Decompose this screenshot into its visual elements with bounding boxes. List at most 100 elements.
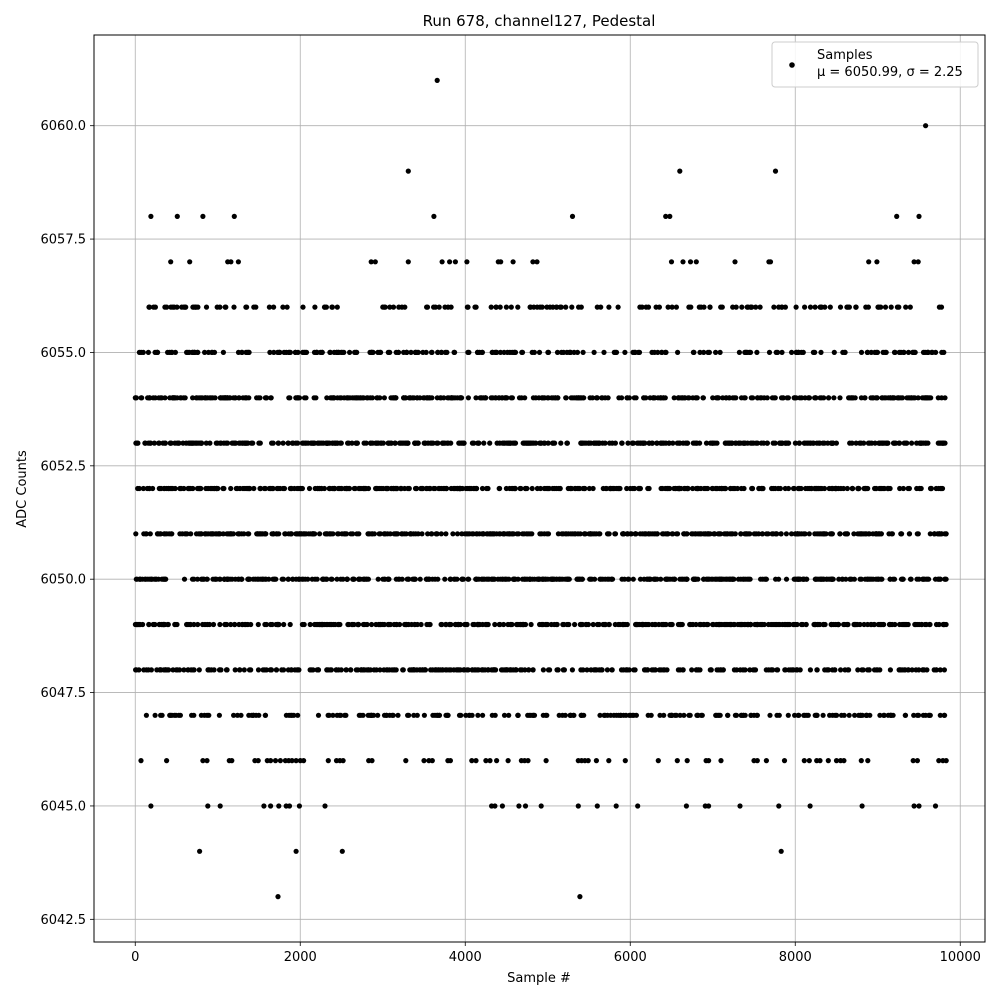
data-point — [412, 621, 418, 628]
data-point — [651, 349, 658, 355]
data-point — [933, 485, 939, 492]
data-point — [617, 485, 623, 492]
data-point — [613, 712, 620, 718]
data-point — [335, 531, 341, 537]
data-point — [405, 485, 411, 492]
data-point — [428, 349, 435, 355]
data-point — [362, 485, 368, 492]
data-point — [857, 621, 863, 628]
data-point — [643, 531, 649, 537]
data-point — [529, 349, 535, 355]
data-point — [899, 531, 905, 537]
data-point — [732, 259, 738, 265]
data-point — [904, 621, 910, 628]
data-point — [311, 531, 317, 537]
data-point — [294, 485, 300, 492]
data-point — [865, 304, 872, 310]
data-point — [543, 758, 549, 764]
data-point — [733, 712, 740, 718]
data-point — [620, 531, 626, 537]
data-point — [906, 531, 913, 537]
data-point — [783, 576, 790, 582]
data-point — [719, 304, 725, 310]
data-point — [333, 667, 339, 673]
data-point — [288, 531, 294, 537]
data-point — [645, 304, 652, 310]
data-point — [801, 712, 807, 718]
data-point — [198, 576, 204, 582]
data-point — [631, 395, 637, 401]
data-point — [528, 304, 534, 310]
data-point — [564, 440, 570, 446]
data-point — [391, 395, 397, 401]
data-point — [288, 712, 294, 718]
data-point — [572, 621, 578, 628]
data-point — [417, 576, 423, 582]
data-point — [590, 531, 596, 537]
data-point — [174, 440, 180, 446]
data-point — [387, 304, 393, 310]
data-point — [745, 621, 752, 628]
data-point — [392, 485, 398, 492]
data-point — [664, 531, 670, 537]
data-point — [529, 576, 535, 582]
data-point — [764, 440, 770, 446]
data-point — [483, 621, 489, 628]
data-point — [657, 395, 664, 401]
data-point — [295, 349, 301, 355]
data-point — [738, 531, 744, 537]
data-point — [435, 440, 441, 446]
data-point — [814, 667, 820, 673]
data-point — [324, 531, 330, 537]
data-point — [200, 758, 206, 764]
data-point — [776, 576, 782, 582]
data-point — [717, 349, 723, 355]
data-point — [236, 531, 242, 537]
data-point — [813, 395, 819, 401]
data-point — [739, 621, 745, 628]
data-point — [593, 440, 599, 446]
data-point — [251, 485, 257, 492]
data-point — [541, 485, 548, 492]
data-point — [232, 395, 238, 401]
data-point — [671, 395, 677, 401]
data-point — [522, 485, 528, 492]
data-point — [619, 576, 625, 582]
data-point — [877, 712, 883, 718]
data-point — [896, 304, 902, 310]
data-point — [910, 758, 916, 764]
data-point — [308, 440, 314, 446]
data-point — [591, 349, 597, 355]
data-point — [622, 758, 628, 764]
data-point — [923, 123, 929, 129]
data-point — [213, 485, 219, 492]
data-point — [203, 304, 210, 310]
data-point — [748, 440, 754, 446]
data-point — [661, 621, 667, 628]
data-point — [718, 531, 724, 537]
data-point — [806, 395, 812, 401]
data-point — [352, 349, 358, 355]
data-point — [941, 349, 947, 355]
data-point — [275, 485, 281, 492]
data-point — [352, 485, 358, 492]
data-point — [367, 712, 373, 718]
data-point — [176, 712, 182, 718]
data-point — [580, 667, 586, 673]
data-point — [202, 349, 208, 355]
data-point — [541, 395, 547, 401]
data-point — [537, 531, 543, 537]
data-point — [690, 485, 696, 492]
data-point — [196, 667, 202, 673]
data-point — [351, 576, 357, 582]
data-point — [454, 395, 460, 401]
data-point — [911, 803, 917, 809]
data-point — [874, 259, 880, 265]
data-point — [613, 349, 620, 355]
data-point — [241, 667, 247, 673]
data-point — [864, 712, 870, 718]
data-point — [217, 576, 223, 582]
data-point — [418, 621, 424, 628]
data-point — [182, 531, 188, 537]
data-point — [322, 304, 328, 310]
